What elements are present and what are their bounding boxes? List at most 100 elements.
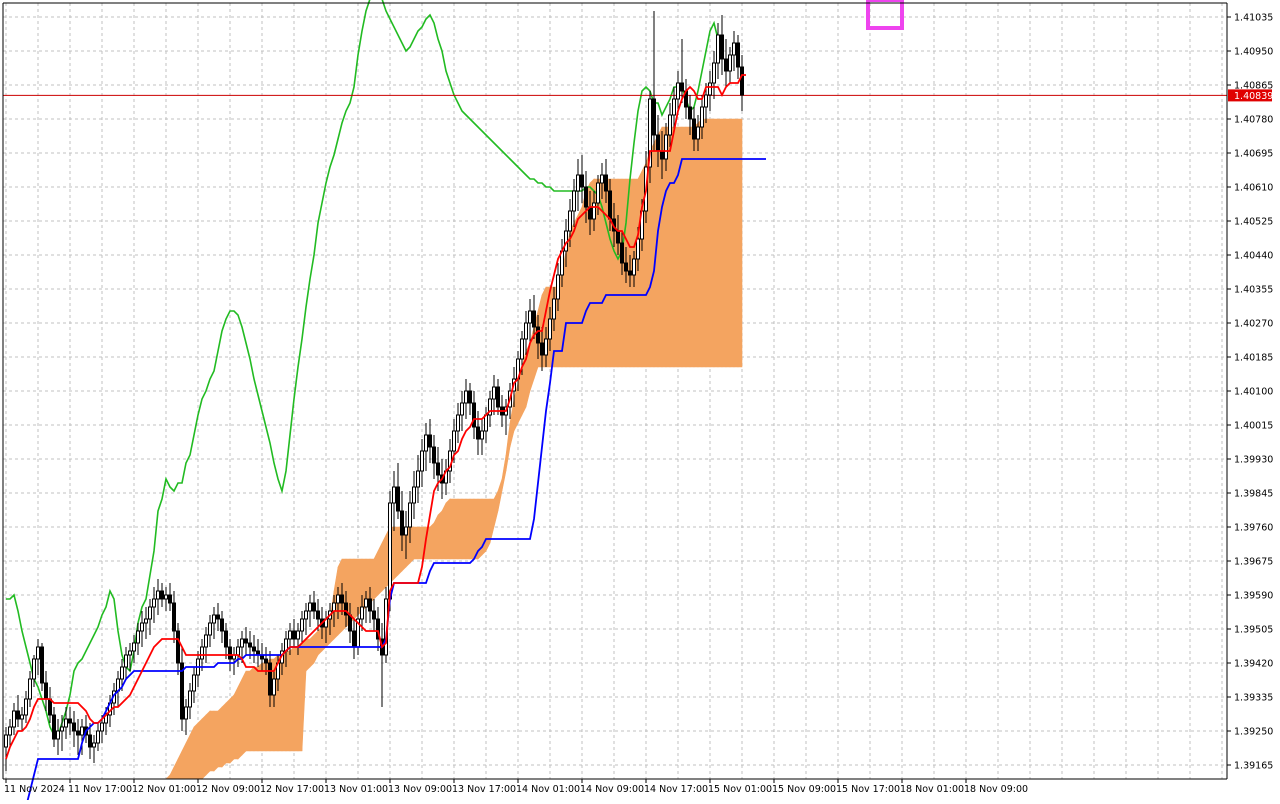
candle-body-bull bbox=[100, 722, 104, 732]
current-price-tag: 1.40839 bbox=[1228, 89, 1273, 102]
candle-body-bull bbox=[388, 502, 392, 600]
candle-body-bear bbox=[368, 598, 372, 612]
candle bbox=[544, 327, 548, 367]
y-tick-label: 1.39590 bbox=[1234, 591, 1273, 602]
candle bbox=[168, 583, 172, 611]
cloud-segment bbox=[453, 498, 459, 560]
cloud-segment bbox=[353, 558, 359, 620]
candle bbox=[688, 95, 692, 135]
candle-body-bear bbox=[688, 106, 692, 120]
candle-body-bull bbox=[124, 654, 128, 668]
cloud-segment bbox=[505, 422, 511, 472]
candle bbox=[648, 91, 652, 183]
candle bbox=[700, 95, 704, 139]
candle-body-bull bbox=[24, 698, 28, 716]
candle bbox=[488, 391, 492, 427]
cloud-segment bbox=[217, 706, 223, 768]
candle bbox=[316, 599, 320, 631]
candle-body-bear bbox=[656, 134, 660, 152]
candle bbox=[460, 391, 464, 431]
candle-body-bull bbox=[288, 630, 292, 640]
candle bbox=[432, 435, 436, 479]
candle bbox=[712, 51, 716, 99]
candle bbox=[484, 407, 488, 443]
cloud-segment bbox=[189, 726, 195, 780]
candle bbox=[664, 123, 668, 171]
candle-body-bull bbox=[576, 174, 580, 192]
candle bbox=[596, 175, 600, 215]
candle bbox=[128, 643, 132, 671]
cloud-segment bbox=[709, 118, 715, 368]
candle-body-bull bbox=[208, 622, 212, 636]
candle-body-bear bbox=[720, 34, 724, 60]
cloud-segment bbox=[165, 774, 171, 780]
candle-body-bull bbox=[648, 98, 652, 168]
candle bbox=[292, 619, 296, 647]
tenkan-sen bbox=[5, 74, 746, 760]
candle-body-bull bbox=[404, 526, 408, 536]
candle bbox=[216, 603, 220, 631]
candle-body-bull bbox=[20, 714, 24, 720]
candle-body-bear bbox=[268, 662, 272, 696]
cloud-segment bbox=[209, 710, 215, 772]
candle-body-bear bbox=[252, 646, 256, 652]
current-price-label-bg bbox=[1228, 89, 1272, 102]
candle-body-bull bbox=[296, 630, 300, 640]
cloud-segment bbox=[445, 498, 451, 560]
x-tick-label: 12 Nov 17:00 bbox=[260, 784, 324, 795]
candle bbox=[528, 299, 532, 343]
candle-body-bull bbox=[240, 638, 244, 648]
candle bbox=[80, 719, 84, 755]
cloud-segment bbox=[725, 118, 731, 368]
candle bbox=[372, 599, 376, 631]
y-tick-label: 1.39420 bbox=[1234, 659, 1273, 670]
candle bbox=[304, 603, 308, 635]
y-tick-label: 1.39335 bbox=[1234, 693, 1273, 704]
x-tick-label: 14 Nov 09:00 bbox=[580, 784, 644, 795]
candle-body-bull bbox=[636, 238, 640, 260]
x-tick-label: 15 Nov 01:00 bbox=[708, 784, 772, 795]
candle bbox=[336, 587, 340, 619]
candle-body-bull bbox=[12, 710, 16, 728]
candle-body-bull bbox=[460, 402, 464, 416]
x-tick-label: 12 Nov 09:00 bbox=[196, 784, 260, 795]
cloud-segment bbox=[649, 142, 655, 368]
y-tick-label: 1.40610 bbox=[1234, 183, 1273, 194]
cloud-segment bbox=[249, 666, 255, 752]
candle-body-bear bbox=[396, 486, 400, 512]
candle bbox=[724, 39, 728, 87]
candle-body-bull bbox=[32, 658, 36, 680]
cloud-segment bbox=[441, 502, 447, 560]
candle-body-bull bbox=[600, 174, 604, 184]
candle-body-bull bbox=[200, 646, 204, 660]
cloud-segment bbox=[473, 498, 479, 560]
candle-body-bull bbox=[676, 82, 680, 100]
candle bbox=[164, 587, 168, 611]
cloud-segment bbox=[465, 498, 471, 560]
candle-body-bull bbox=[424, 434, 428, 452]
candle-body-bull bbox=[544, 338, 548, 356]
candle-body-bull bbox=[120, 666, 124, 680]
candle bbox=[252, 635, 256, 663]
candle bbox=[124, 647, 128, 679]
candle-body-bear bbox=[216, 614, 220, 620]
candle bbox=[60, 715, 64, 751]
candle bbox=[152, 587, 156, 623]
candle bbox=[504, 399, 508, 435]
candle-body-bull bbox=[716, 34, 720, 64]
candle bbox=[368, 587, 372, 623]
candle bbox=[448, 439, 452, 483]
candle-body-bear bbox=[16, 710, 20, 720]
candle bbox=[208, 615, 212, 647]
candle bbox=[668, 103, 672, 147]
candle bbox=[56, 719, 60, 755]
candle bbox=[204, 627, 208, 663]
candle-body-bull bbox=[456, 414, 460, 432]
candle bbox=[224, 623, 228, 659]
candle-body-bull bbox=[704, 94, 708, 108]
candle bbox=[48, 687, 52, 723]
candle-body-bull bbox=[364, 598, 368, 608]
x-tick-label: 18 Nov 09:00 bbox=[964, 784, 1028, 795]
